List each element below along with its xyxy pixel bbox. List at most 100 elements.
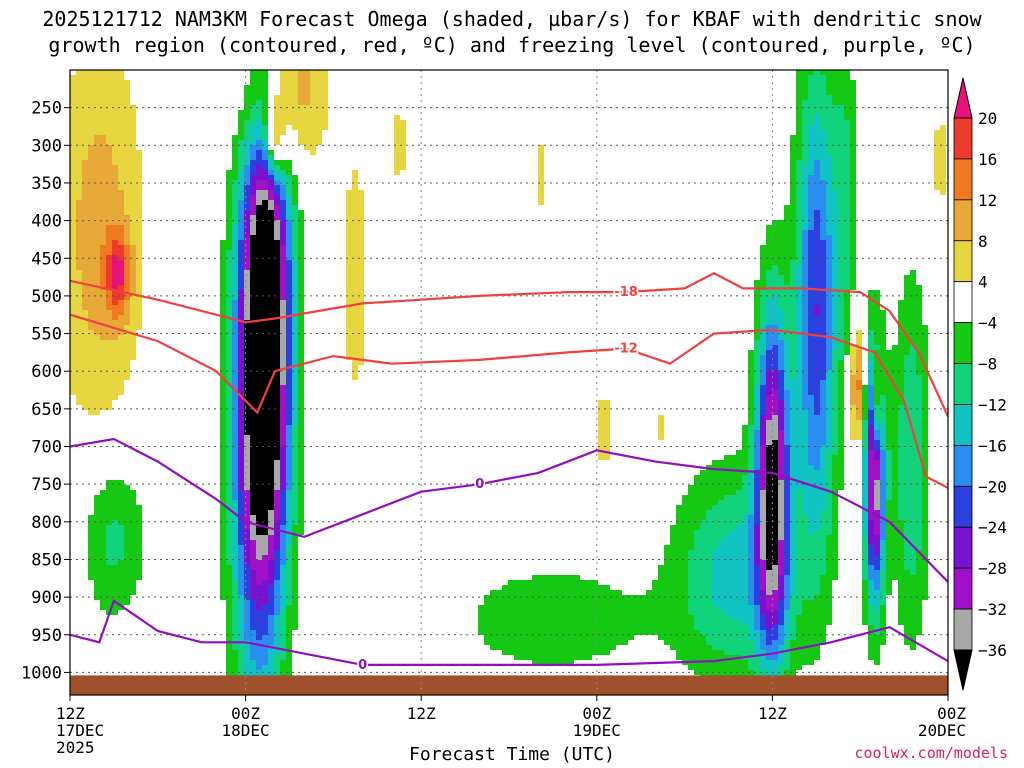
omega-cell [244, 175, 250, 180]
omega-cell [70, 135, 76, 140]
omega-cell [766, 570, 772, 575]
omega-cell [832, 370, 838, 375]
omega-cell [76, 85, 82, 90]
omega-cell [760, 575, 766, 580]
omega-cell [100, 70, 106, 75]
omega-cell [892, 575, 898, 580]
omega-cell [802, 375, 808, 380]
omega-cell [796, 340, 802, 345]
omega-cell [898, 305, 904, 310]
omega-cell [268, 375, 274, 380]
omega-cell [826, 345, 832, 350]
omega-cell [916, 390, 922, 395]
omega-cell [94, 395, 100, 400]
omega-cell [820, 300, 826, 305]
omega-cell [238, 555, 244, 560]
omega-cell [874, 530, 880, 535]
omega-cell [268, 395, 274, 400]
omega-cell [100, 155, 106, 160]
omega-cell [802, 315, 808, 320]
omega-cell [226, 210, 232, 215]
omega-cell [268, 190, 274, 195]
omega-cell [898, 435, 904, 440]
omega-cell [820, 225, 826, 230]
omega-cell [904, 340, 910, 345]
omega-cell [898, 465, 904, 470]
omega-cell [868, 345, 874, 350]
omega-cell [118, 170, 124, 175]
omega-cell [106, 500, 112, 505]
omega-cell [256, 80, 262, 85]
omega-cell [118, 280, 124, 285]
omega-cell [682, 510, 688, 515]
omega-cell [94, 495, 100, 500]
omega-cell [232, 430, 238, 435]
omega-cell [718, 460, 724, 465]
omega-cell [358, 295, 364, 300]
omega-cell [820, 120, 826, 125]
omega-cell [754, 465, 760, 470]
omega-cell [814, 305, 820, 310]
omega-cell [346, 310, 352, 315]
omega-cell [724, 570, 730, 575]
omega-cell [886, 430, 892, 435]
omega-cell [856, 360, 862, 365]
omega-cell [700, 510, 706, 515]
omega-cell [766, 465, 772, 470]
omega-cell [826, 245, 832, 250]
omega-cell [748, 565, 754, 570]
omega-cell [832, 325, 838, 330]
omega-cell [850, 130, 856, 135]
omega-cell [130, 515, 136, 520]
omega-cell [358, 350, 364, 355]
omega-cell [112, 205, 118, 210]
omega-cell [82, 85, 88, 90]
omega-cell [844, 125, 850, 130]
omega-cell [88, 410, 94, 415]
omega-cell [118, 230, 124, 235]
omega-cell [898, 335, 904, 340]
omega-cell [724, 455, 730, 460]
omega-cell [286, 565, 292, 570]
omega-cell [826, 275, 832, 280]
omega-cell [766, 530, 772, 535]
omega-cell [274, 495, 280, 500]
omega-cell [124, 135, 130, 140]
omega-cell [916, 435, 922, 440]
omega-cell [826, 480, 832, 485]
omega-cell [118, 250, 124, 255]
omega-cell [124, 155, 130, 160]
omega-cell [844, 235, 850, 240]
omega-cell [346, 220, 352, 225]
omega-cell [598, 450, 604, 455]
omega-cell [226, 245, 232, 250]
omega-cell [298, 245, 304, 250]
omega-cell [820, 440, 826, 445]
omega-cell [220, 560, 226, 565]
omega-cell [772, 295, 778, 300]
omega-cell [892, 345, 898, 350]
omega-cell [112, 385, 118, 390]
omega-cell [88, 275, 94, 280]
omega-cell [88, 185, 94, 190]
omega-cell [802, 140, 808, 145]
omega-cell [274, 430, 280, 435]
omega-cell [832, 85, 838, 90]
omega-cell [898, 410, 904, 415]
omega-cell [100, 580, 106, 585]
omega-cell [892, 510, 898, 515]
omega-cell [130, 220, 136, 225]
omega-cell [568, 575, 574, 580]
omega-cell [298, 420, 304, 425]
omega-cell [82, 370, 88, 375]
omega-cell [802, 535, 808, 540]
omega-cell [868, 395, 874, 400]
omega-cell [100, 225, 106, 230]
omega-cell [802, 125, 808, 130]
omega-cell [256, 130, 262, 135]
omega-cell [904, 425, 910, 430]
omega-cell [916, 355, 922, 360]
omega-cell [82, 375, 88, 380]
omega-cell [76, 305, 82, 310]
omega-cell [94, 120, 100, 125]
